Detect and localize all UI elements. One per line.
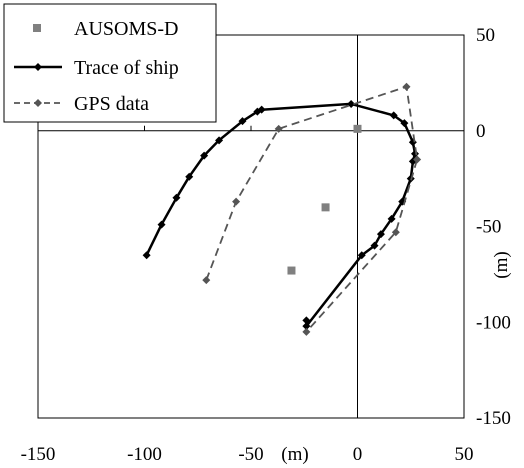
y-tick-label: -50 [476, 217, 501, 238]
data-point [376, 230, 385, 239]
data-point [202, 276, 211, 285]
data-point [389, 111, 398, 120]
data-point [157, 220, 166, 229]
data-point [274, 124, 283, 133]
y-axis-title: (m) [491, 251, 512, 278]
y-tick-label: -150 [476, 408, 511, 429]
y-tick-label: 0 [476, 121, 486, 142]
data-point [408, 138, 417, 147]
series-line [145, 102, 417, 328]
y-tick-label: 50 [476, 25, 495, 46]
legend-marker [33, 24, 41, 32]
data-point [302, 316, 311, 325]
x-axis-title: (m) [281, 444, 308, 465]
x-tick-label: -50 [238, 444, 263, 465]
data-point [402, 82, 411, 91]
data-point [357, 251, 366, 260]
data-point [413, 155, 422, 164]
legend-label: GPS data [74, 93, 149, 115]
series-2 [202, 82, 422, 336]
legend-label: AUSOMS-D [74, 18, 178, 40]
legend-label: Trace of ship [74, 57, 179, 79]
data-point [302, 322, 311, 331]
legend: AUSOMS-D Trace of ship GPS data [3, 3, 217, 123]
y-tick-label: -100 [476, 312, 511, 333]
data-point [321, 203, 330, 212]
data-point [353, 124, 362, 133]
legend-marker [34, 63, 42, 71]
data-point [400, 119, 409, 128]
data-point [287, 266, 296, 275]
data-point [391, 228, 400, 237]
data-point [238, 117, 247, 126]
data-point [215, 136, 224, 145]
data-point [347, 99, 356, 108]
data-point [200, 151, 209, 160]
data-point [232, 197, 241, 206]
data-point [302, 327, 311, 336]
x-tick-label: -100 [127, 444, 162, 465]
data-point [370, 241, 379, 250]
data-point [142, 251, 151, 260]
data-point [185, 172, 194, 181]
plot-frame [37, 34, 465, 419]
data-point [257, 105, 266, 114]
x-tick-label: 0 [353, 444, 363, 465]
data-point [387, 214, 396, 223]
legend-marker [34, 99, 42, 107]
data-point [172, 193, 181, 202]
x-tick-label: 50 [455, 444, 474, 465]
series-0 [287, 124, 362, 275]
x-tick-label: -150 [21, 444, 56, 465]
series-1 [142, 99, 420, 331]
